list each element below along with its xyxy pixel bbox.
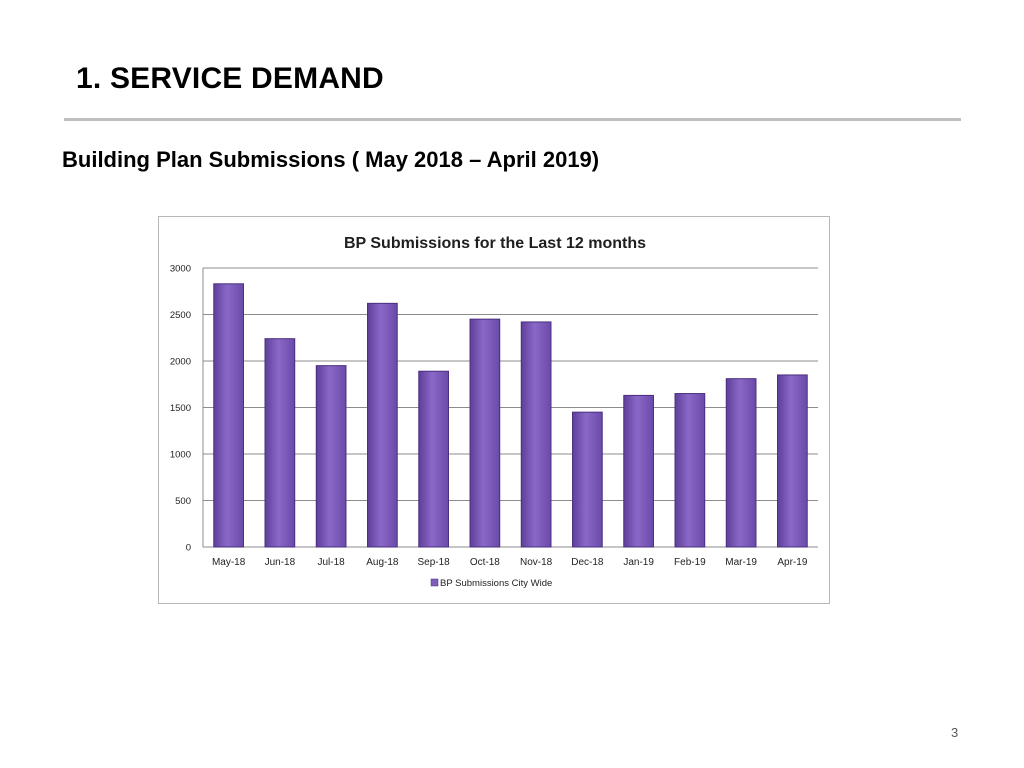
y-tick-label: 2000 <box>170 357 191 368</box>
bar-feb-19 <box>674 393 706 548</box>
x-tick-label: Nov-18 <box>520 557 553 568</box>
bar-oct-18 <box>469 318 501 548</box>
bar-jun-18 <box>264 338 296 548</box>
x-tick-label: Feb-19 <box>674 557 706 568</box>
legend-label: BP Submissions City Wide <box>440 578 552 589</box>
bar-sep-18 <box>418 370 449 548</box>
bar-may-18 <box>213 283 244 548</box>
x-tick-label: Jul-18 <box>318 557 346 568</box>
bar-jan-19 <box>623 394 654 548</box>
x-tick-label: Oct-18 <box>470 557 500 568</box>
slide-title: 1. SERVICE DEMAND <box>76 62 384 95</box>
chart-title: BP Submissions for the Last 12 months <box>344 235 646 252</box>
x-tick-label: Jan-19 <box>623 557 654 568</box>
y-tick-label: 2500 <box>170 310 191 321</box>
y-tick-label: 0 <box>186 543 191 554</box>
bar-mar-19 <box>725 378 757 548</box>
x-tick-label: Sep-18 <box>418 557 451 568</box>
bar-jul-18 <box>315 365 347 548</box>
legend-swatch <box>430 578 439 587</box>
x-tick-label: Apr-19 <box>777 557 807 568</box>
bar-chart: BP Submissions for the Last 12 months 0 5… <box>170 235 818 589</box>
x-tick-label: Mar-19 <box>725 557 757 568</box>
bar-apr-19 <box>777 374 808 548</box>
x-tick-label: Aug-18 <box>366 557 399 568</box>
chart-frame: BP Submissions for the Last 12 months 0 5… <box>158 216 830 604</box>
bar-aug-18 <box>367 302 398 548</box>
y-tick-label: 3000 <box>170 264 191 275</box>
slide-subtitle: Building Plan Submissions ( May 2018 – A… <box>62 147 600 172</box>
x-tick-label: Dec-18 <box>571 557 604 568</box>
page-number: 3 <box>951 725 959 740</box>
x-tick-label: Jun-18 <box>265 557 296 568</box>
title-divider <box>64 118 961 121</box>
y-tick-label: 500 <box>175 496 191 507</box>
y-tick-label: 1000 <box>170 450 191 461</box>
x-tick-label: May-18 <box>212 557 246 568</box>
bar-nov-18 <box>520 321 552 548</box>
bar-dec-18 <box>572 411 603 548</box>
y-tick-label: 1500 <box>170 403 191 414</box>
